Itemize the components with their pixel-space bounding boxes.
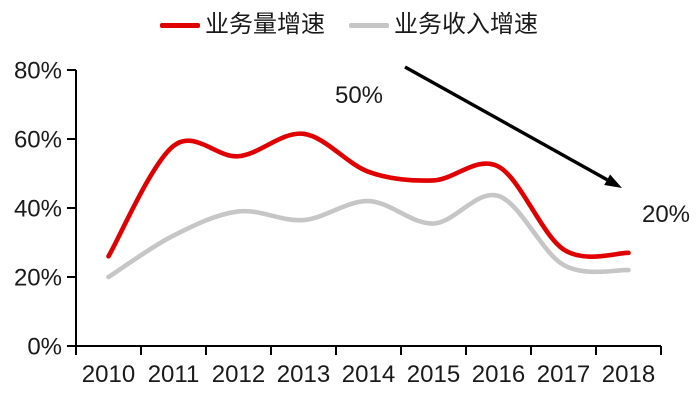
legend-item-volume-growth: 业务量增速 (160, 13, 325, 37)
legend-swatch-volume-line (160, 22, 200, 28)
x-tick-label: 2018 (602, 361, 655, 388)
y-tick-label: 60% (14, 127, 62, 154)
x-tick-label: 2010 (82, 361, 135, 388)
legend-item-revenue-growth: 业务收入增速 (349, 13, 538, 37)
y-tick-label: 20% (14, 265, 62, 292)
annotation-50-percent: 50% (334, 82, 384, 109)
legend-label-revenue-growth: 业务收入增速 (394, 11, 538, 38)
y-tick-label: 0% (27, 334, 62, 361)
y-tick-label: 40% (14, 196, 62, 223)
y-tick-label: 80% (14, 58, 62, 85)
x-tick-label: 2011 (148, 361, 200, 388)
x-tick-label: 2017 (537, 361, 590, 388)
x-tick-label: 2014 (342, 361, 395, 388)
chart-legend: 业务量增速 业务收入增速 (0, 13, 698, 37)
trend-arrow-head (604, 174, 622, 188)
x-tick-label: 2015 (407, 361, 460, 388)
x-tick-label: 2013 (277, 361, 330, 388)
annotation-20-percent: 20% (641, 201, 691, 228)
trend-arrow-shaft (404, 65, 608, 182)
x-tick-label: 2012 (212, 361, 265, 388)
legend-swatch-revenue-line (349, 22, 389, 28)
x-tick-label: 2016 (472, 361, 525, 388)
series-line-0 (106, 131, 631, 259)
series-line-1 (106, 192, 631, 280)
legend-label-volume-growth: 业务量增速 (205, 11, 325, 38)
